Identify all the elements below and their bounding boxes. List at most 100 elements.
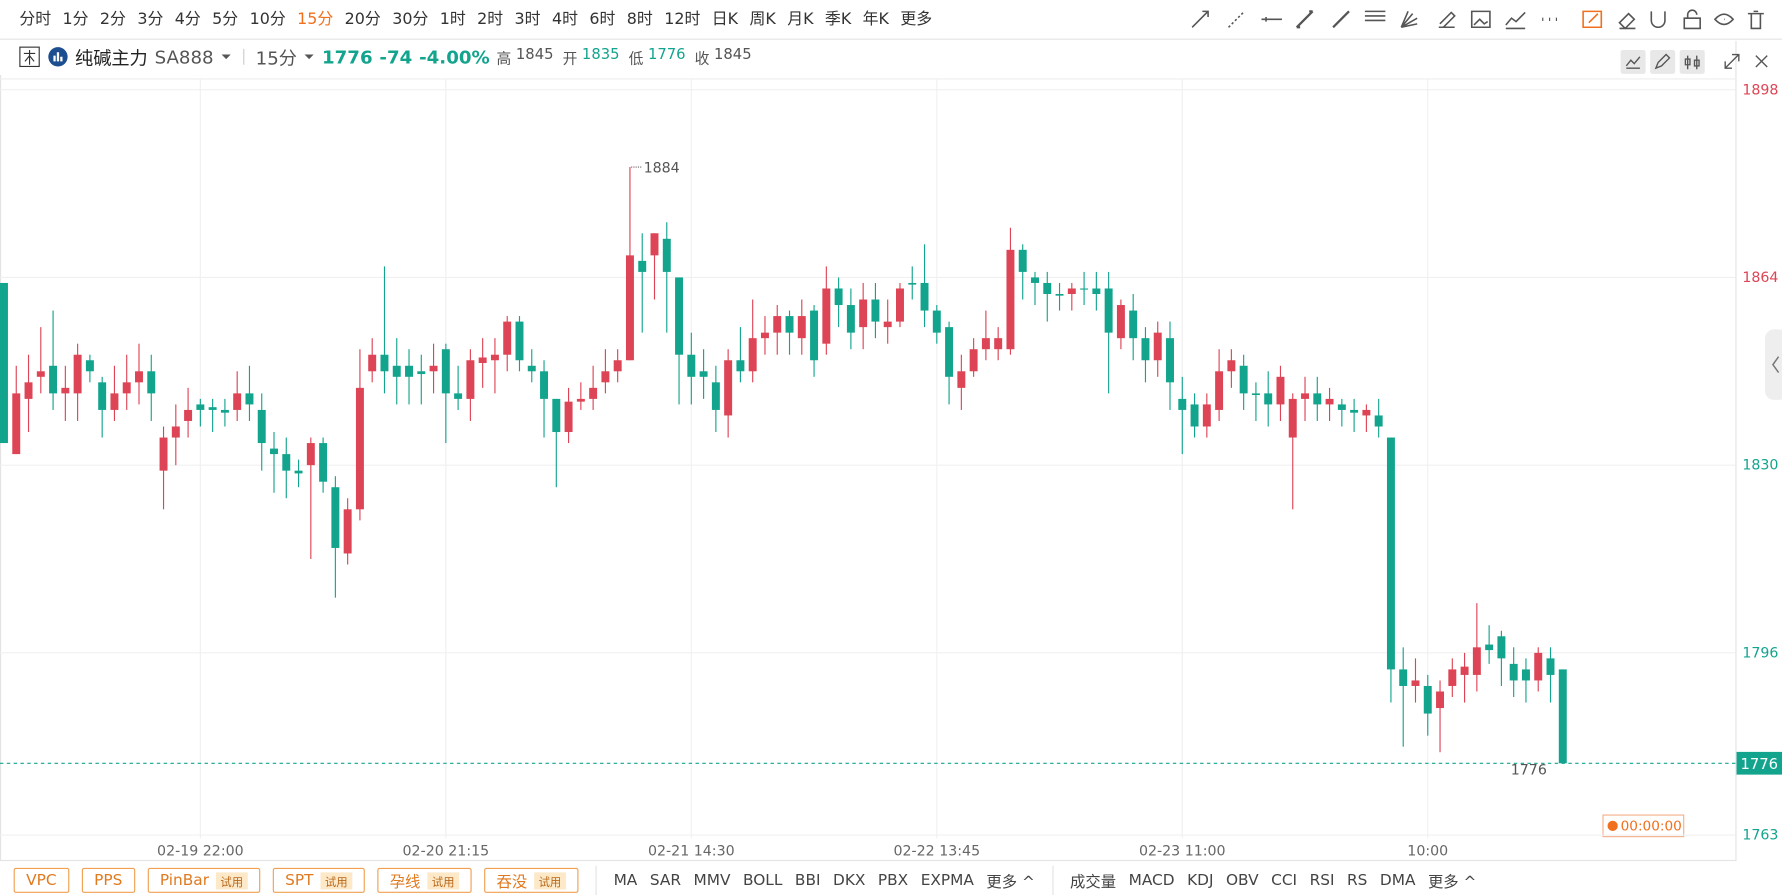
fullscreen-icon[interactable] (1724, 53, 1740, 69)
caret[interactable] (220, 51, 231, 62)
pattern-button[interactable]: SPT 试用 (272, 867, 365, 893)
period-option[interactable]: 2时 (477, 10, 504, 29)
candle-body (773, 316, 782, 333)
main-indicator[interactable]: SAR (649, 871, 682, 890)
period-option[interactable]: 5分 (212, 10, 239, 29)
pattern-button[interactable]: 吞没 试用 (484, 867, 579, 893)
period-option[interactable]: 2分 (99, 10, 126, 29)
period-option[interactable]: 更多 (900, 10, 933, 29)
tool-icon[interactable] (1683, 9, 1701, 30)
period-option[interactable]: 日K (711, 10, 739, 29)
main-indicator[interactable]: EXPMA (920, 871, 974, 890)
symbol-icon[interactable] (18, 45, 41, 68)
pattern-button[interactable]: 孕线 试用 (377, 867, 472, 893)
period-option[interactable]: 1时 (439, 10, 466, 29)
period-option[interactable]: 8时 (626, 10, 653, 29)
period-option[interactable]: 20分 (344, 10, 381, 29)
period[interactable]: 15分 (255, 47, 297, 70)
period-option[interactable]: 1分 (62, 10, 89, 29)
stat-value: 1845 (714, 46, 752, 64)
sub-indicator[interactable]: 更多 ^ (1427, 873, 1477, 892)
candle-body (196, 404, 205, 410)
candle-body (883, 321, 892, 328)
candle-body (748, 338, 757, 372)
candle-body (711, 382, 720, 410)
tool-button[interactable] (1650, 49, 1676, 74)
main-indicator[interactable]: MMV (693, 871, 731, 890)
candle-body (1031, 277, 1039, 283)
tool-icon[interactable] (1295, 10, 1314, 29)
tool-icon[interactable] (1618, 12, 1636, 30)
y-tick-label: 1763 (1742, 828, 1778, 844)
tool-icon[interactable] (1470, 10, 1491, 29)
sub-indicator[interactable]: MACD (1128, 871, 1175, 890)
main-indicator[interactable]: BBI (794, 871, 821, 890)
tool-icon[interactable] (1364, 10, 1386, 22)
period-option[interactable]: 季K (824, 10, 852, 29)
candle-body (208, 407, 217, 410)
candle-body (994, 338, 1003, 350)
period-option[interactable]: 周K (749, 10, 776, 29)
sub-indicator[interactable]: RS (1347, 871, 1368, 890)
tool-icon[interactable] (1332, 10, 1350, 29)
main-indicator[interactable]: BOLL (742, 871, 783, 890)
tool-button[interactable] (1679, 49, 1705, 74)
tool-icon[interactable] (1582, 10, 1603, 29)
period-option[interactable]: 15分 (297, 10, 334, 29)
period-option[interactable]: 10分 (249, 10, 286, 29)
tool-icon[interactable] (1650, 11, 1666, 29)
sub-indicator[interactable]: KDJ (1187, 871, 1214, 890)
candle-body (405, 365, 413, 377)
max-label: 1884 (644, 161, 680, 177)
sub-indicator[interactable]: DMA (1379, 871, 1416, 890)
stat-label: 低 (628, 50, 644, 68)
period-option[interactable]: 12时 (664, 10, 701, 29)
candle-body (1141, 338, 1150, 361)
candle-body (392, 365, 401, 377)
candle-body (466, 360, 475, 399)
sub-indicator[interactable]: CCI (1271, 871, 1298, 890)
pattern-button[interactable]: PPS (81, 867, 135, 893)
tool-icon[interactable] (1191, 10, 1209, 28)
candle-body (380, 354, 389, 372)
pattern-button[interactable]: VPC (13, 867, 70, 893)
candle-body (1006, 249, 1015, 350)
period-option[interactable]: 分时 (19, 10, 52, 29)
caret[interactable] (304, 51, 315, 62)
period-option[interactable]: 30分 (392, 10, 429, 29)
main-indicator[interactable]: PBX (877, 871, 909, 890)
main-indicator[interactable]: MA (613, 871, 638, 890)
main-indicator[interactable]: DKX (833, 871, 866, 890)
period-option[interactable]: 4时 (551, 10, 579, 29)
pattern-button[interactable]: PinBar 试用 (147, 867, 261, 893)
period-option[interactable]: 月K (787, 10, 814, 29)
x-tick-label: 02-20 21:15 (403, 843, 490, 859)
tool-icon[interactable] (1400, 11, 1418, 29)
tool-icon[interactable] (1713, 13, 1735, 26)
sub-indicator[interactable]: RSI (1309, 871, 1335, 890)
symbol-code[interactable]: SA888 (154, 46, 214, 68)
period-option[interactable]: 4分 (174, 10, 201, 29)
tool-icon[interactable] (1227, 10, 1246, 28)
period-option[interactable]: 6时 (589, 10, 616, 29)
close-icon[interactable] (1755, 55, 1768, 68)
candle-body (1080, 288, 1089, 290)
candle-body (1546, 658, 1555, 675)
main-indicator[interactable]: 更多 ^ (986, 873, 1035, 892)
period-option[interactable]: 3时 (514, 10, 541, 29)
y-tick-label: 1796 (1742, 645, 1778, 661)
tool-icon[interactable] (1505, 11, 1526, 30)
period-option[interactable]: 年K (862, 10, 889, 29)
sub-indicator[interactable]: 成交量 (1070, 873, 1117, 892)
tool-icon[interactable] (1747, 10, 1764, 30)
sub-indicator[interactable]: OBV (1225, 871, 1259, 890)
timer-frame (1602, 814, 1685, 838)
toolbar-divider (0, 38, 1782, 40)
tool-icon[interactable] (1261, 17, 1282, 22)
candle-body (503, 321, 512, 355)
candle-body (515, 321, 524, 361)
period-option[interactable]: 3分 (137, 10, 164, 29)
symbol-name[interactable]: 纯碱主力 (75, 47, 148, 70)
tool-icon[interactable] (1438, 11, 1456, 29)
